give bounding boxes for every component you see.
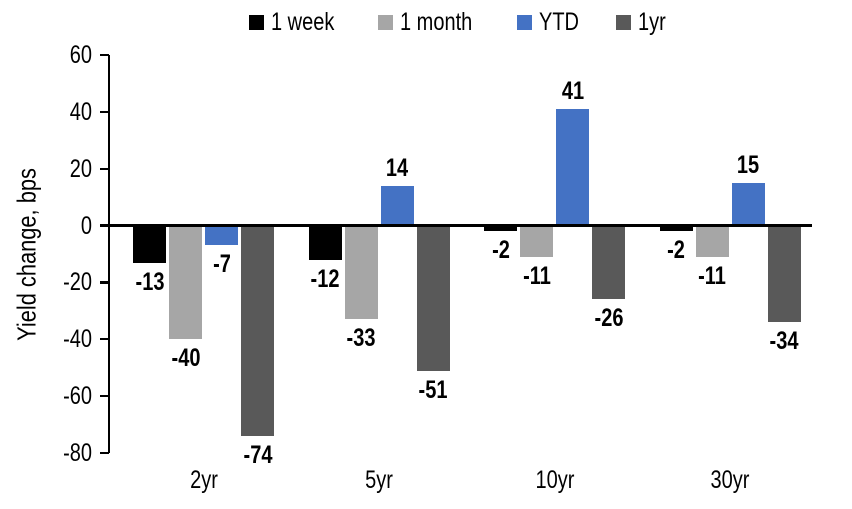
legend-swatch-icon	[516, 14, 532, 30]
y-axis-tick	[100, 53, 109, 57]
y-axis-title-wrap: Yield change, bps	[0, 55, 54, 453]
bar	[416, 225, 450, 371]
bar-value-label: -34	[769, 327, 799, 356]
bar-value-label: -13	[135, 267, 165, 296]
y-axis-title: Yield change, bps	[11, 167, 42, 341]
y-axis-tick	[100, 338, 109, 341]
y-tick-label: -20	[63, 268, 92, 297]
bar	[484, 225, 518, 232]
bar	[695, 225, 729, 257]
bar	[169, 225, 203, 340]
bar-value-label: -40	[171, 344, 201, 373]
bar	[767, 225, 801, 323]
y-tick-label: -40	[63, 325, 92, 354]
legend-item: YTD	[516, 8, 589, 36]
bar	[380, 185, 414, 226]
bar-value-label: 14	[386, 153, 409, 182]
legend-label: 1 month	[399, 8, 472, 36]
bar-value-label: -12	[310, 264, 340, 293]
bar	[241, 225, 275, 436]
legend-swatch-icon	[377, 14, 393, 30]
y-tick-label: 20	[69, 154, 92, 183]
y-axis-line	[108, 55, 111, 453]
bar	[133, 225, 167, 263]
category-label: 30yr	[710, 466, 750, 494]
y-tick-label: -80	[63, 439, 92, 467]
bar-value-label: 41	[561, 77, 584, 105]
bar	[731, 182, 765, 226]
y-axis-tick	[100, 110, 109, 114]
bar	[205, 225, 239, 246]
legend-item: 1 week	[249, 9, 350, 35]
zero-baseline	[110, 224, 812, 227]
y-tick-label: 60	[69, 41, 92, 69]
bar-value-label: -74	[243, 440, 273, 469]
y-tick-label: 0	[80, 211, 92, 240]
y-tick-label: 40	[69, 97, 92, 126]
y-axis-tick	[100, 167, 109, 170]
legend-item: 1 month	[377, 8, 490, 36]
bar-value-label: -11	[522, 261, 551, 290]
legend-label: 1 week	[271, 8, 335, 36]
plot-area: 60 40 20 0 -20 -40 -60 -80 -13 -40 -7 -74 2yr -12 -33 1…	[63, 42, 812, 493]
legend-item: 1yr	[615, 8, 673, 36]
legend-label: YTD	[538, 8, 579, 36]
bar-value-label: -2	[491, 236, 510, 265]
legend-swatch-icon	[615, 14, 631, 30]
bar-value-label: -26	[594, 304, 624, 333]
y-axis-tick	[100, 281, 109, 284]
y-axis-tick	[100, 451, 109, 455]
bar-value-label: -33	[346, 324, 376, 353]
category-label: 10yr	[535, 466, 575, 494]
y-tick-label: -60	[63, 382, 92, 411]
bar-value-label: -2	[667, 236, 686, 265]
y-axis-tick	[100, 224, 109, 227]
bar-value-label: 15	[737, 150, 760, 179]
bar	[520, 225, 554, 257]
legend: 1 week 1 month YTD 1yr	[110, 5, 812, 39]
legend-label: 1yr	[637, 8, 666, 36]
bar	[344, 225, 378, 320]
bar	[308, 225, 342, 260]
category-label: 5yr	[365, 466, 394, 494]
y-axis-tick	[100, 394, 109, 398]
bar	[659, 225, 693, 232]
bar	[556, 109, 590, 226]
bar-value-label: -51	[418, 375, 448, 404]
bar-value-label: -7	[212, 250, 231, 279]
category-label: 2yr	[189, 466, 218, 494]
legend-swatch-icon	[249, 14, 265, 30]
bar	[592, 225, 626, 300]
bar-value-label: -11	[698, 261, 727, 290]
